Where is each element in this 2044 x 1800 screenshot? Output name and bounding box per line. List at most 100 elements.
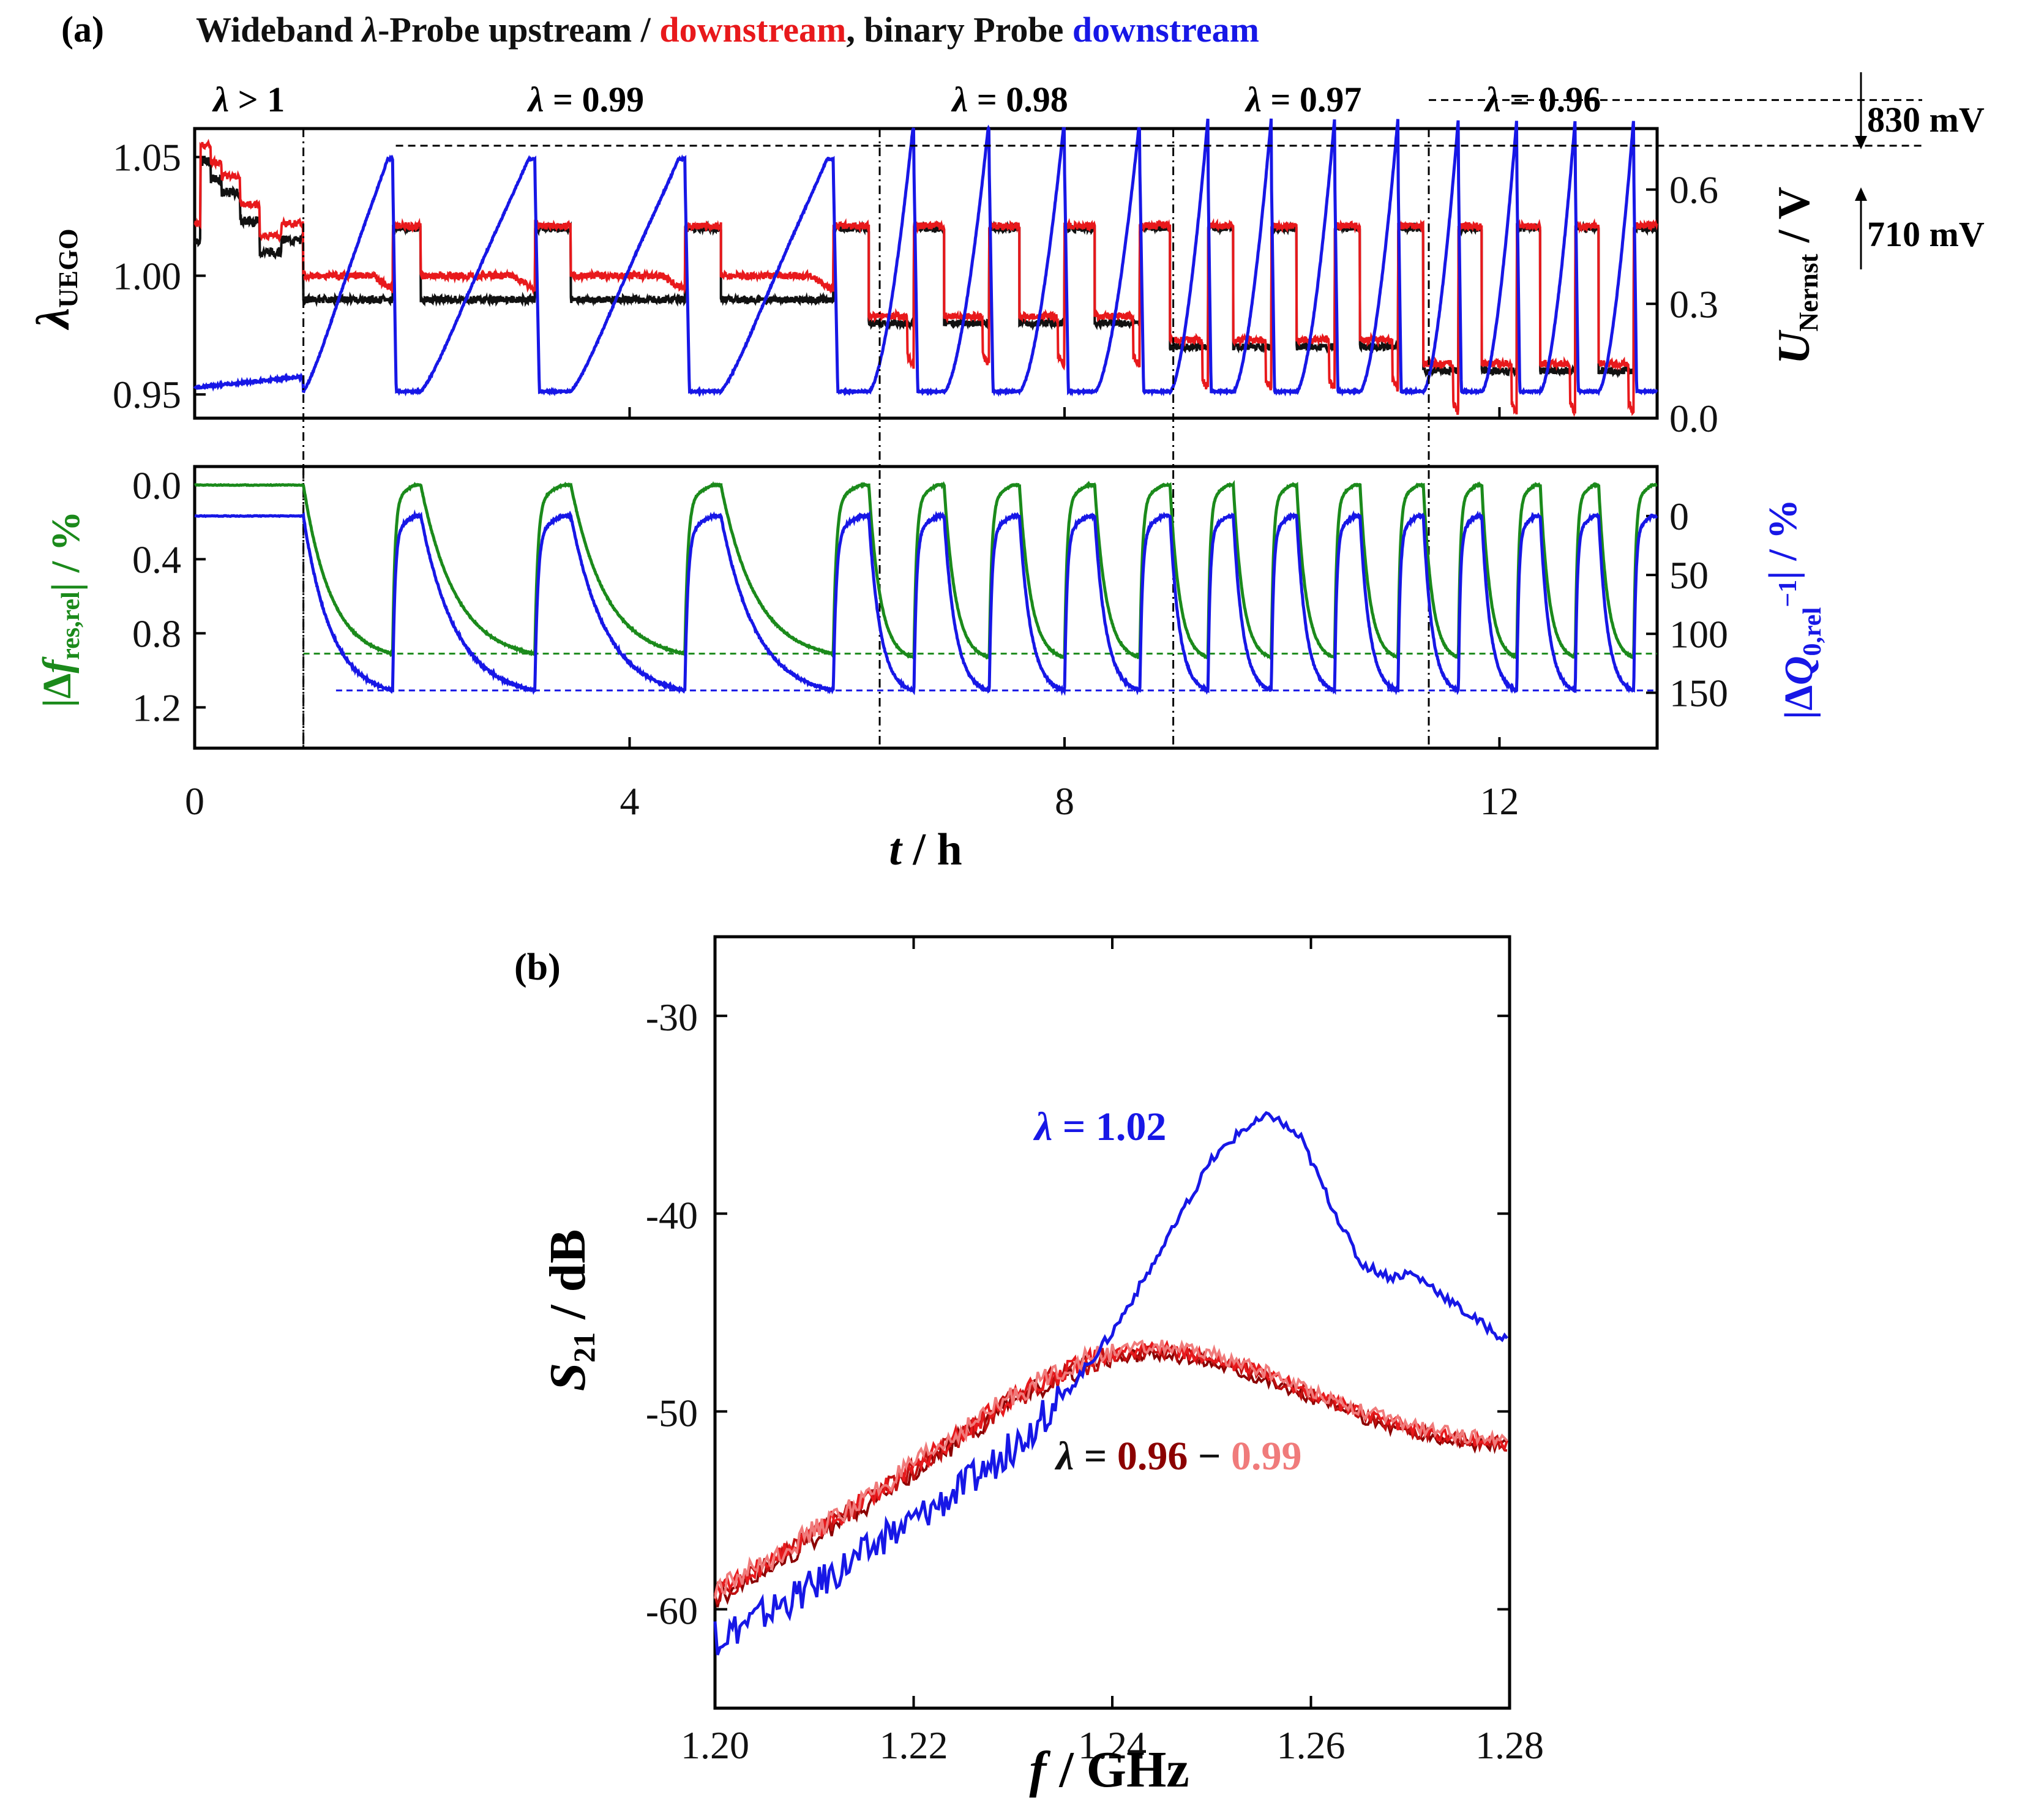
series-dfres [194, 479, 1658, 663]
panel-b-xlabel: f / GHz [1029, 1741, 1189, 1798]
annot-red-eq: = [1074, 1434, 1117, 1479]
top-right-tick-0: 0.0 [1669, 397, 1718, 440]
b-series-blue [713, 1111, 1508, 1656]
annot-red-dash: − [1188, 1434, 1231, 1479]
s21-main: S [539, 1363, 596, 1392]
panel-b-plot: 1.20 1.22 1.24 1.26 1.28 -60 -50 -40 -30 [646, 935, 1544, 1767]
annot-red-v2: 0.99 [1231, 1434, 1302, 1479]
bottom-right-tick-3: 150 [1669, 672, 1728, 715]
x-tick-1: 4 [620, 779, 639, 823]
top-plot-frame [193, 127, 1659, 420]
bottom-plot-frame [193, 465, 1659, 750]
annot-lambda-102: λ = 1.02 [1033, 1104, 1166, 1149]
svg-text:|ΔQ0,rel−1| / %: |ΔQ0,rel−1| / % [1761, 499, 1827, 719]
bottom-left-tick-0: 0.0 [132, 463, 181, 507]
title-part-3: downstream [659, 10, 846, 50]
top-left-tick-0: 0.95 [113, 373, 181, 416]
title-part-2: -Probe upstream / [378, 10, 659, 50]
annot-red-v1: 0.96 [1117, 1434, 1188, 1479]
b-x-tick-3: 1.26 [1277, 1723, 1346, 1767]
panel-b-series [713, 1111, 1508, 1656]
xlabel-unit-h: / h [902, 825, 962, 875]
top-right-ylabel: UNernst / V [1769, 187, 1824, 364]
lambda-uego-sub: UEGO [53, 228, 83, 308]
title-part-5: downstream [1073, 10, 1259, 50]
x-tick-2: 8 [1055, 779, 1074, 823]
panel-a-label: (a) [61, 9, 104, 50]
segment-label-0: λ > 1 [212, 80, 285, 119]
unernst-main: U [1769, 329, 1819, 364]
s21-unit: / dB [539, 1229, 596, 1332]
svg-text:S21 / dB: S21 / dB [539, 1229, 601, 1392]
top-axis-ticks: 0.95 1.00 1.05 0.0 0.3 0.6 [113, 136, 1718, 440]
series-downstream [193, 138, 1658, 418]
unernst-unit: / V [1769, 187, 1819, 254]
top-series [193, 118, 1658, 418]
annot-lambda-range: λ = 0.96 − 0.99 [1054, 1434, 1302, 1479]
bottom-right-tick-1: 50 [1669, 553, 1709, 597]
top-left-ylabel: λUEGO [28, 228, 83, 330]
top-left-tick-1: 1.00 [113, 254, 181, 298]
bottom-left-tick-1: 0.4 [132, 538, 181, 581]
arrow-830-head [1855, 136, 1867, 149]
series-binary [193, 118, 1658, 397]
mv-high-label: 830 mV [1867, 100, 1985, 140]
bottom-right-tick-2: 100 [1669, 612, 1728, 656]
panel-a-x-ticks: 0 4 8 12 [185, 407, 1519, 823]
mv-annotations: 830 mV 710 mV [1867, 100, 1985, 254]
bottom-right-tick-0: 0 [1669, 495, 1689, 538]
svg-text:λUEGO: λUEGO [28, 228, 83, 330]
b-x-tick-1: 1.22 [880, 1723, 948, 1767]
panel-a-xlabel: t / h [889, 825, 962, 875]
b-y-tick-1: -50 [646, 1391, 698, 1434]
segment-label-2: λ = 0.98 [951, 80, 1068, 119]
panel-b-frame [713, 935, 1511, 1710]
x-tick-3: 12 [1480, 779, 1519, 823]
title-part-0: Wideband [196, 10, 362, 50]
bottom-plot: 0.0 0.4 0.8 1.2 0 50 100 150 [132, 463, 1728, 750]
xlabel-unit-ghz: / GHz [1046, 1741, 1189, 1798]
top-right-tick-2: 0.6 [1669, 168, 1718, 212]
svg-text:|Δfres,rel| / %: |Δfres,rel| / % [35, 511, 88, 707]
mv-low-label: 710 mV [1867, 214, 1985, 254]
b-x-tick-4: 1.28 [1475, 1723, 1544, 1767]
x-tick-0: 0 [185, 779, 204, 823]
title-part-1: λ [361, 10, 378, 50]
b-series-red-3 [714, 1339, 1508, 1599]
top-guides [302, 72, 1922, 748]
annot-blue-sym: λ [1033, 1104, 1052, 1149]
lambda-uego-main: λ [28, 308, 79, 331]
panel-b-ticks: 1.20 1.22 1.24 1.26 1.28 -60 -50 -40 -30 [646, 937, 1544, 1767]
series-upstream [193, 157, 1658, 378]
b-y-tick-0: -60 [646, 1589, 698, 1632]
top-right-tick-1: 0.3 [1669, 282, 1718, 326]
s21-sub: 21 [567, 1332, 601, 1363]
b-y-tick-2: -40 [646, 1193, 698, 1237]
annot-blue-val: = 1.02 [1052, 1104, 1166, 1149]
b-x-tick-0: 1.20 [681, 1723, 749, 1767]
series-dq0 [194, 509, 1658, 696]
xlabel-t: t [889, 825, 903, 875]
bottom-right-ylabel: |ΔQ0,rel−1| / % [1761, 499, 1827, 719]
title-part-4: , binary Probe [846, 10, 1073, 50]
bottom-left-tick-3: 1.2 [132, 686, 181, 729]
bottom-left-tick-2: 0.8 [132, 612, 181, 655]
segment-label-3: λ = 0.97 [1245, 80, 1361, 119]
annot-red-sym: λ [1054, 1434, 1074, 1479]
top-plot: 0.95 1.00 1.05 0.0 0.3 0.6 [113, 72, 1922, 748]
bottom-left-ylabel: |Δfres,rel| / % [35, 511, 88, 707]
b-x-tick-2: 1.24 [1078, 1723, 1147, 1767]
segment-label-1: λ = 0.99 [527, 80, 644, 119]
bottom-series [194, 479, 1658, 696]
arrow-710-head [1855, 187, 1867, 201]
panel-b-label: (b) [514, 947, 561, 988]
bottom-axis-ticks: 0.0 0.4 0.8 1.2 0 50 100 150 [132, 463, 1728, 729]
svg-text:UNernst / V: UNernst / V [1769, 187, 1824, 364]
top-left-tick-2: 1.05 [113, 136, 181, 179]
b-y-tick-3: -30 [646, 996, 698, 1039]
unernst-sub: Nernst [1794, 253, 1824, 331]
panel-a-title: Wideband λ-Probe upstream / downstream, … [196, 10, 1259, 50]
panel-b-ylabel: S21 / dB [539, 1229, 601, 1392]
